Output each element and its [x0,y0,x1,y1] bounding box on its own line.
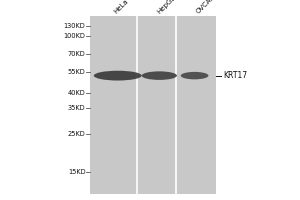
Text: 100KD: 100KD [64,33,86,39]
Bar [90,16,216,194]
Text: KRT17: KRT17 [223,71,247,80]
Ellipse shape [142,71,177,80]
Ellipse shape [181,72,208,79]
Text: 70KD: 70KD [68,51,85,57]
Text: 35KD: 35KD [68,105,85,111]
Text: HepG2: HepG2 [156,0,177,15]
Ellipse shape [94,71,142,81]
Text: 40KD: 40KD [68,90,85,96]
Text: 55KD: 55KD [68,69,85,75]
Text: 15KD: 15KD [68,169,85,175]
Text: OVCAR-3: OVCAR-3 [195,0,221,15]
Text: 130KD: 130KD [64,23,86,29]
Text: HeLa: HeLa [112,0,129,15]
Text: 25KD: 25KD [68,131,85,137]
